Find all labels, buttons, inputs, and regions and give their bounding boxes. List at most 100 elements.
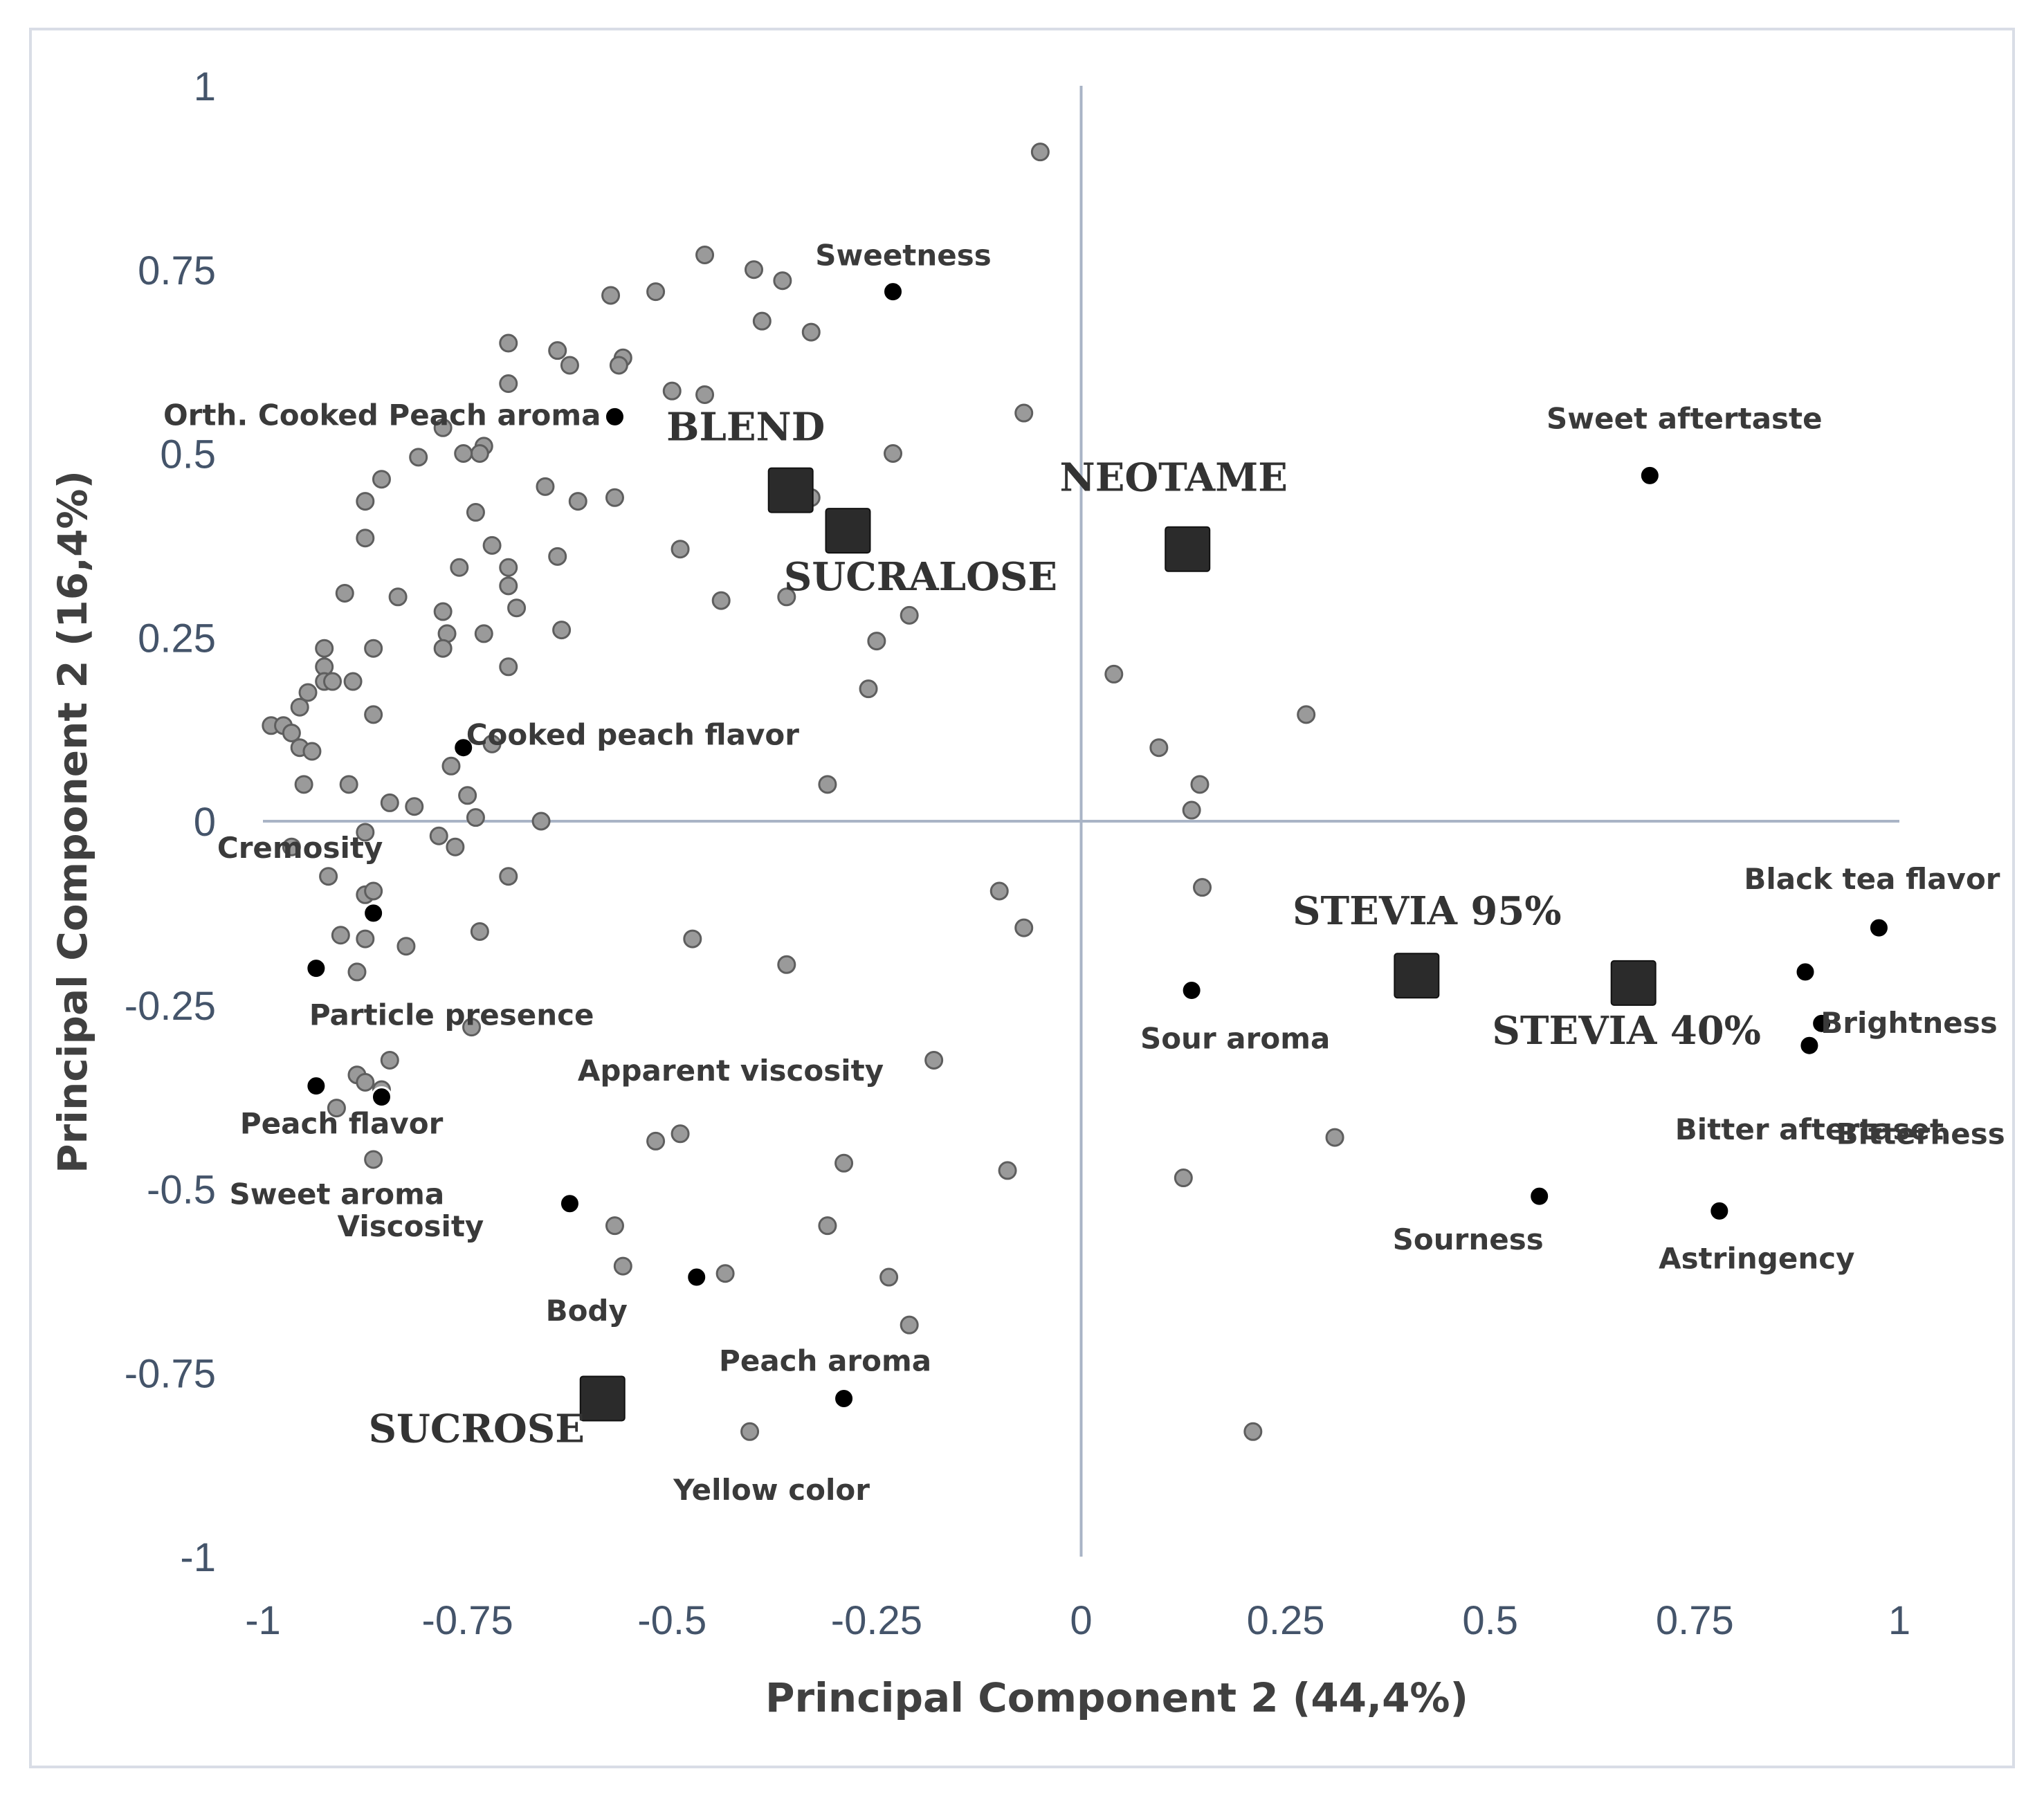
- y-axis-title: Principal Component 2 (16,4%): [49, 470, 96, 1173]
- consumer-point: [347, 962, 367, 982]
- attribute-point: [1811, 1012, 1833, 1034]
- consumer-point: [405, 797, 424, 816]
- consumer-point: [711, 591, 731, 610]
- attribute-point: [1708, 1200, 1731, 1222]
- consumer-point: [1243, 1422, 1263, 1441]
- consumer-point: [646, 1131, 666, 1151]
- x-tick-label: -0.75: [422, 1598, 513, 1643]
- x-tick-label: -0.25: [831, 1598, 922, 1643]
- attribute-label: Body: [546, 1294, 628, 1328]
- x-axis-title: Principal Component 2 (44,4%): [765, 1674, 1468, 1721]
- point-labels: Sweetness Orth. Cooked Peach aroma Sweet a…: [163, 239, 2005, 1507]
- attribute-label: Bitterness: [1836, 1117, 2005, 1151]
- consumer-point: [1190, 775, 1210, 794]
- attribute-point: [305, 1075, 327, 1097]
- consumer-point: [989, 881, 1009, 901]
- attribute-label: Black tea flavor: [1744, 862, 2000, 896]
- attribute-label: Viscosity: [338, 1209, 484, 1243]
- x-tick-label: 0.25: [1247, 1598, 1325, 1643]
- sweetener-marker: [767, 467, 814, 513]
- consumer-point: [454, 444, 473, 463]
- consumer-point: [507, 598, 527, 618]
- consumer-point: [482, 734, 502, 753]
- consumer-point: [552, 621, 572, 640]
- consumer-point: [499, 558, 518, 577]
- consumer-point: [683, 929, 702, 949]
- sweetener-marker: [1610, 960, 1657, 1006]
- consumer-point: [884, 444, 903, 463]
- consumer-point: [294, 775, 313, 794]
- consumer-point: [429, 826, 448, 845]
- consumer-point: [670, 1124, 690, 1144]
- consumer-point: [364, 705, 383, 724]
- consumer-point: [380, 1050, 399, 1070]
- consumer-point: [356, 929, 375, 949]
- attribute-label: Peach aroma: [719, 1344, 931, 1377]
- consumer-point: [867, 632, 886, 651]
- consumer-point: [356, 529, 375, 548]
- consumer-point: [998, 1161, 1017, 1180]
- consumer-point: [466, 808, 485, 827]
- y-tick-label: 1: [194, 64, 216, 109]
- attribute-label: Peach flavor: [240, 1107, 444, 1141]
- consumer-point: [331, 926, 350, 945]
- attribute-label: Sourness: [1393, 1222, 1544, 1256]
- consumer-point: [339, 775, 358, 794]
- y-tick-label: 0.5: [160, 432, 216, 477]
- consumer-point: [609, 356, 628, 375]
- consumer-point: [715, 1264, 735, 1283]
- x-tick-label: 0.5: [1462, 1598, 1518, 1643]
- consumer-point: [924, 1050, 944, 1070]
- consumer-point: [356, 1072, 375, 1092]
- consumer-point: [282, 723, 301, 742]
- sweetener-label: SUCROSE: [369, 1406, 585, 1451]
- consumer-point: [298, 683, 318, 702]
- attribute-point: [833, 1387, 855, 1409]
- consumer-point: [801, 322, 821, 342]
- consumer-point: [323, 672, 343, 691]
- attribute-point: [603, 405, 626, 428]
- tick-labels: -1 -0.75 -0.5 -0.25 0 0.25 0.5 0.75 1 -1 -0.75 -0.5…: [125, 64, 1910, 1643]
- attribute-point: [558, 1193, 581, 1215]
- consumer-point: [1104, 664, 1124, 684]
- sweetener-label: SUCRALOSE: [784, 554, 1057, 600]
- attribute-label: Sweet aroma: [229, 1178, 444, 1211]
- consumer-point: [752, 311, 772, 331]
- attribute-point: [882, 281, 904, 303]
- consumer-point: [670, 540, 690, 559]
- consumer-point: [859, 679, 878, 699]
- consumer-point: [462, 1018, 482, 1037]
- consumer-point: [531, 812, 551, 831]
- consumer-point: [396, 937, 416, 956]
- consumer-point: [1014, 403, 1034, 423]
- attribute-label: Particle presence: [309, 998, 594, 1032]
- consumer-point: [327, 1099, 346, 1118]
- consumer-point: [470, 444, 489, 463]
- attribute-label: Cooked peach flavor: [466, 718, 800, 752]
- consumer-point: [777, 955, 796, 974]
- y-tick-label: 0.25: [138, 616, 216, 661]
- x-tick-label: -1: [245, 1598, 281, 1643]
- x-tick-label: 0.75: [1656, 1598, 1734, 1643]
- consumer-point: [446, 837, 465, 856]
- consumer-point: [380, 793, 399, 812]
- consumer-point: [560, 356, 579, 375]
- consumer-point: [695, 385, 715, 404]
- data-points: [262, 143, 1890, 1441]
- attribute-label: Sour aroma: [1140, 1021, 1330, 1055]
- consumer-point: [1174, 1169, 1193, 1188]
- consumer-point: [356, 492, 375, 511]
- consumer-point: [364, 639, 383, 658]
- sweetener-marker: [1394, 953, 1440, 999]
- attribute-point: [1794, 961, 1816, 983]
- consumer-point: [605, 1216, 624, 1236]
- consumer-point: [613, 1256, 632, 1276]
- consumer-point: [499, 333, 518, 353]
- attribute-label: Astringency: [1659, 1241, 1854, 1275]
- attribute-label: Brightness: [1821, 1006, 1998, 1040]
- consumer-point: [433, 602, 453, 621]
- sweetener-marker: [579, 1375, 626, 1422]
- attribute-point: [1639, 464, 1661, 486]
- y-tick-label: 0: [194, 800, 216, 845]
- consumer-point: [450, 558, 469, 577]
